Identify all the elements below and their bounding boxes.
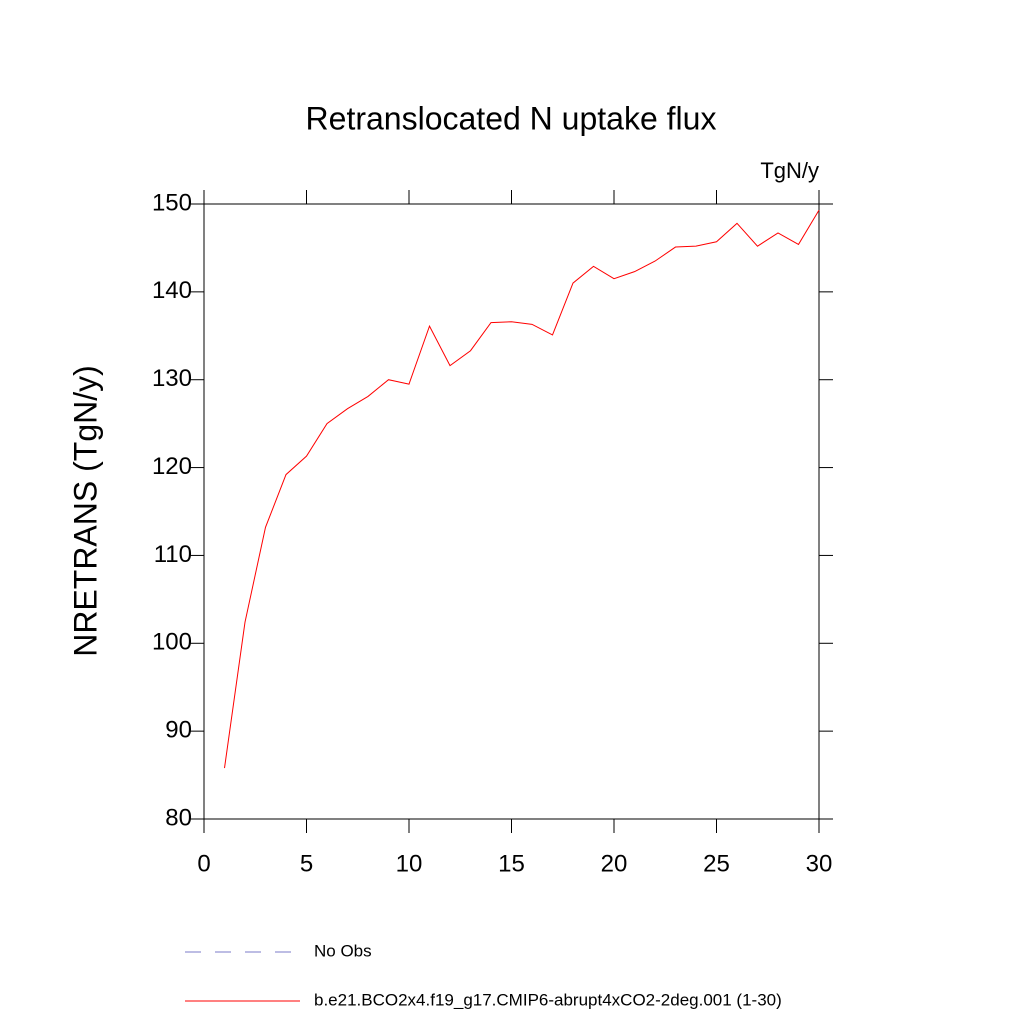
y-tick-label: 100 — [152, 629, 192, 656]
x-tick-label: 5 — [300, 850, 313, 877]
legend-label: b.e21.BCO2x4.f19_g17.CMIP6-abrupt4xCO2-2… — [314, 990, 782, 1009]
x-tick-label: 30 — [806, 850, 833, 877]
y-tick-label: 150 — [152, 189, 192, 216]
x-tick-label: 10 — [396, 850, 423, 877]
y-axis-label: NRETRANS (TgN/y) — [67, 365, 103, 657]
data-line — [224, 209, 820, 769]
legend-label: No Obs — [314, 941, 372, 960]
x-tick-label: 15 — [498, 850, 525, 877]
y-tick-label: 90 — [165, 716, 192, 743]
y-tick-label: 120 — [152, 453, 192, 480]
x-tick-label: 0 — [197, 850, 210, 877]
y-tick-label: 130 — [152, 365, 192, 392]
y-tick-label: 110 — [154, 541, 192, 568]
y-tick-label: 80 — [165, 804, 192, 831]
plot-frame — [203, 203, 820, 820]
x-tick-label: 20 — [601, 850, 628, 877]
units-label: TgN/y — [760, 158, 819, 183]
chart-title: Retranslocated N uptake flux — [306, 100, 717, 136]
y-tick-label: 140 — [152, 277, 192, 304]
x-tick-label: 25 — [703, 850, 730, 877]
